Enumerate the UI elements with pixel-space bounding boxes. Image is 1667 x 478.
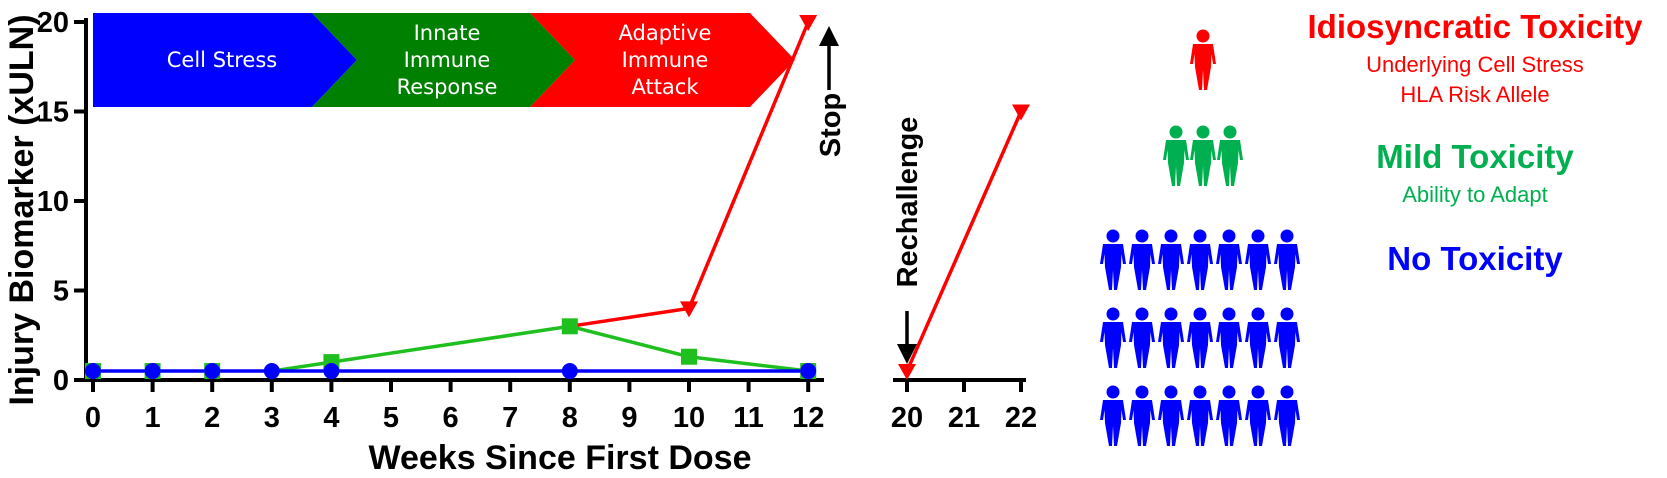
person-icon-no-toxicity [1216,307,1242,368]
person-icon-idiosyncratic [1190,29,1216,90]
x-tick-label: 1 [145,402,161,434]
plot-area [85,15,1030,381]
blue-series-point [144,363,161,380]
x-tick-label: 7 [502,402,518,434]
phase-innate-label: Innate Immune Response [397,21,498,99]
phase-cell-stress-arrow [93,13,357,107]
blue-series-point [263,363,280,380]
person-icon-no-toxicity [1187,307,1213,368]
x-ticks: 0 1 2 3 4 5 6 7 8 9 10 11 12 20 21 22 [85,378,1037,434]
legend-idiosyncratic-sub-2: HLA Risk Allele [1400,82,1549,107]
person-icon-no-toxicity [1129,229,1155,290]
stop-label: Stop [815,93,847,157]
phase-innate-arrow [312,13,575,107]
person-icon-mild [1190,125,1216,186]
y-tick-label: 0 [53,365,69,397]
phase-cell-stress-label: Cell Stress [167,48,277,72]
x-tick-label: 10 [673,402,705,434]
person-icon-no-toxicity [1245,307,1271,368]
red-rechallenge-point [1012,104,1030,121]
person-icon-no-toxicity [1100,385,1126,446]
person-icon-no-toxicity [1216,229,1242,290]
y-tick-label: 10 [37,186,69,218]
person-icon-no-toxicity [1100,229,1126,290]
x-tick-label: 6 [443,402,459,434]
green-series-point [561,318,578,335]
person-icon-no-toxicity [1187,385,1213,446]
legend-idiosyncratic-sub-1: Underlying Cell Stress [1366,52,1584,77]
person-icon-no-toxicity [1274,229,1300,290]
phase-banners: Cell Stress Innate Immune Response Adaptiv… [93,13,795,107]
person-icon-no-toxicity [1129,307,1155,368]
x-tick-label: 0 [85,402,101,434]
y-axis-title: Injury Biomarker (xULN) [3,14,41,405]
phase-adaptive-label: Adaptive Immune Attack [619,21,712,99]
person-icon-no-toxicity [1274,385,1300,446]
y-ticks: 0 5 10 15 20 [37,7,88,397]
x-tick-label: 12 [792,402,824,434]
legend-idiosyncratic: Idiosyncratic Toxicity Underlying Cell S… [1308,8,1644,107]
x-tick-label: 5 [383,402,399,434]
person-icon-no-toxicity [1100,307,1126,368]
x-tick-label: 8 [562,402,578,434]
blue-series-point [561,363,578,380]
green-series-point [681,348,697,365]
legend-none: No Toxicity [1387,240,1563,277]
x-tick-label: 9 [621,402,637,434]
person-icon-mild [1163,125,1189,186]
red-series-point [680,301,698,318]
person-icon-no-toxicity [1158,307,1184,368]
green-series-line [271,324,809,373]
x-tick-label: 2 [204,402,220,434]
x-axis-title: Weeks Since First Dose [369,439,752,477]
x-tick-label: 3 [264,402,280,434]
red-rechallenge-line [905,110,1023,372]
red-rechallenge-point [898,364,916,381]
x-tick-label: 21 [948,402,980,434]
blue-series-point [204,363,221,380]
x-tick-label: 20 [891,402,923,434]
person-icon-no-toxicity [1187,229,1213,290]
person-icon-no-toxicity [1158,229,1184,290]
y-tick-label: 15 [37,97,69,129]
legend-mild-title: Mild Toxicity [1376,138,1574,175]
red-series-point [799,15,818,31]
person-icon-no-toxicity [1274,307,1300,368]
blue-series-point [323,363,340,380]
x-tick-label: 4 [323,402,339,434]
y-tick-label: 20 [37,7,69,39]
x-tick-label: 22 [1005,402,1037,434]
blue-series-point [800,363,817,380]
rechallenge-annotation: Rechallenge [892,117,924,364]
person-icon-no-toxicity [1245,385,1271,446]
legend-mild: Mild Toxicity Ability to Adapt [1376,138,1574,207]
person-icon-no-toxicity [1129,385,1155,446]
population-pictogram [1100,29,1300,446]
person-icon-no-toxicity [1245,229,1271,290]
legend-none-title: No Toxicity [1387,240,1563,277]
stop-annotation: Stop [815,26,847,157]
rechallenge-label: Rechallenge [892,117,924,288]
y-tick-label: 5 [53,276,69,308]
legend-idiosyncratic-title: Idiosyncratic Toxicity [1308,8,1644,45]
person-icon-mild [1217,125,1243,186]
person-icon-no-toxicity [1158,385,1184,446]
phase-adaptive-arrow [530,13,795,107]
x-tick-label: 11 [733,402,764,434]
legend-mild-sub: Ability to Adapt [1402,182,1548,207]
blue-series-point [85,363,101,380]
person-icon-no-toxicity [1216,385,1242,446]
